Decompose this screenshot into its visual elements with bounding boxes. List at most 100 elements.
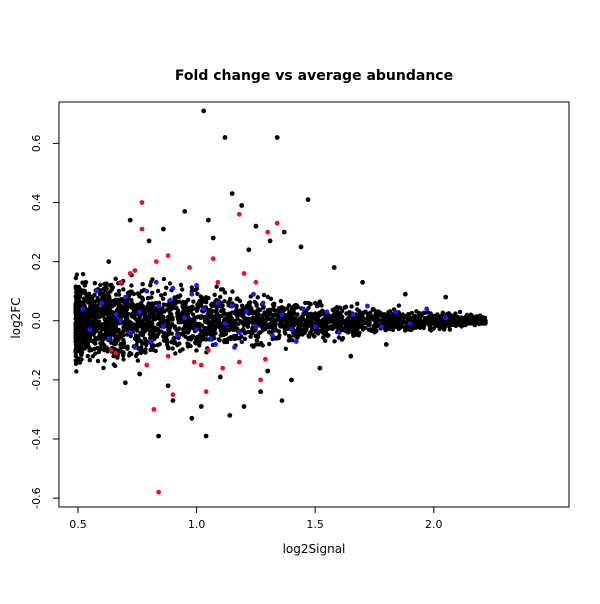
- data-point: [416, 323, 422, 328]
- data-point: [306, 323, 311, 328]
- data-point: [265, 324, 271, 330]
- data-point: [289, 377, 294, 383]
- data-point: [112, 338, 117, 343]
- data-point: [236, 211, 242, 217]
- data-point: [293, 339, 299, 344]
- data-point: [315, 302, 320, 308]
- data-point: [288, 334, 293, 340]
- data-point: [283, 320, 289, 326]
- data-point: [166, 323, 171, 328]
- data-point: [260, 300, 266, 306]
- data-point: [193, 287, 198, 293]
- data-point: [274, 328, 279, 333]
- data-point: [217, 319, 222, 325]
- data-point: [332, 339, 337, 344]
- data-point: [149, 295, 154, 300]
- data-point: [214, 307, 219, 312]
- data-point: [86, 316, 92, 321]
- data-point: [451, 316, 456, 321]
- data-point: [279, 322, 284, 328]
- data-point: [165, 353, 171, 359]
- data-point: [349, 304, 354, 309]
- data-point: [242, 316, 247, 321]
- data-point: [88, 305, 93, 310]
- data-point: [312, 324, 318, 330]
- series-0: [106, 108, 449, 439]
- data-point: [162, 291, 168, 297]
- data-point: [255, 295, 260, 300]
- data-point: [425, 321, 430, 326]
- data-point: [271, 303, 277, 308]
- data-point: [170, 392, 176, 398]
- data-point: [290, 315, 296, 320]
- data-point: [206, 308, 211, 313]
- data-point: [187, 322, 192, 327]
- axes-layer: 0.5 1.0 1.5 2.0 -0.6 -0.4 -0.2 0.0 0.2 0.4 0.6: [30, 135, 443, 531]
- data-point: [457, 309, 463, 315]
- data-point: [85, 353, 91, 359]
- data-point: [121, 287, 126, 292]
- data-point: [107, 329, 113, 334]
- data-point: [121, 357, 126, 362]
- data-point: [386, 310, 391, 315]
- data-point: [127, 217, 133, 223]
- data-point: [217, 374, 223, 380]
- data-point: [374, 320, 380, 325]
- data-point: [197, 303, 202, 308]
- x-tick-label: 1.0: [188, 518, 206, 531]
- series-2: [80, 279, 449, 350]
- data-point: [253, 279, 259, 285]
- data-point: [127, 271, 133, 276]
- data-point: [150, 302, 156, 307]
- data-point: [297, 332, 302, 337]
- data-point: [139, 289, 144, 294]
- data-point: [153, 259, 159, 264]
- data-point: [95, 322, 101, 327]
- data-point: [149, 344, 155, 349]
- data-point: [469, 321, 475, 326]
- data-point: [276, 306, 282, 312]
- data-point: [183, 303, 188, 308]
- data-point: [283, 331, 288, 336]
- data-point: [133, 353, 139, 359]
- data-point: [251, 316, 256, 322]
- data-point: [370, 316, 375, 322]
- data-point: [103, 311, 108, 317]
- data-point: [82, 325, 87, 331]
- data-point: [170, 398, 176, 403]
- data-point: [303, 326, 308, 331]
- data-point: [307, 312, 312, 317]
- data-point: [159, 329, 164, 334]
- data-point: [93, 351, 98, 356]
- data-point: [350, 330, 355, 336]
- data-point: [218, 294, 223, 300]
- data-point: [111, 362, 117, 367]
- data-point: [424, 306, 430, 312]
- data-point: [121, 325, 126, 331]
- data-point: [385, 324, 390, 329]
- data-point: [121, 338, 126, 343]
- data-point: [73, 275, 79, 281]
- data-point: [306, 334, 312, 339]
- data-point: [289, 327, 294, 332]
- data-point: [178, 282, 184, 288]
- data-point: [111, 317, 116, 323]
- data-point: [239, 203, 245, 208]
- data-point: [281, 229, 287, 235]
- data-point: [241, 404, 247, 409]
- data-point: [97, 314, 102, 319]
- data-point: [383, 328, 388, 333]
- data-point: [180, 301, 185, 306]
- data-point: [423, 310, 428, 315]
- data-point: [223, 331, 229, 336]
- data-point: [463, 319, 468, 325]
- data-point: [155, 288, 161, 294]
- data-point: [198, 315, 203, 321]
- data-point: [106, 302, 111, 307]
- data-point: [173, 301, 178, 306]
- data-point: [328, 326, 334, 331]
- data-point: [135, 358, 141, 363]
- data-point: [274, 220, 280, 226]
- data-point: [428, 315, 434, 321]
- data-point: [183, 328, 189, 333]
